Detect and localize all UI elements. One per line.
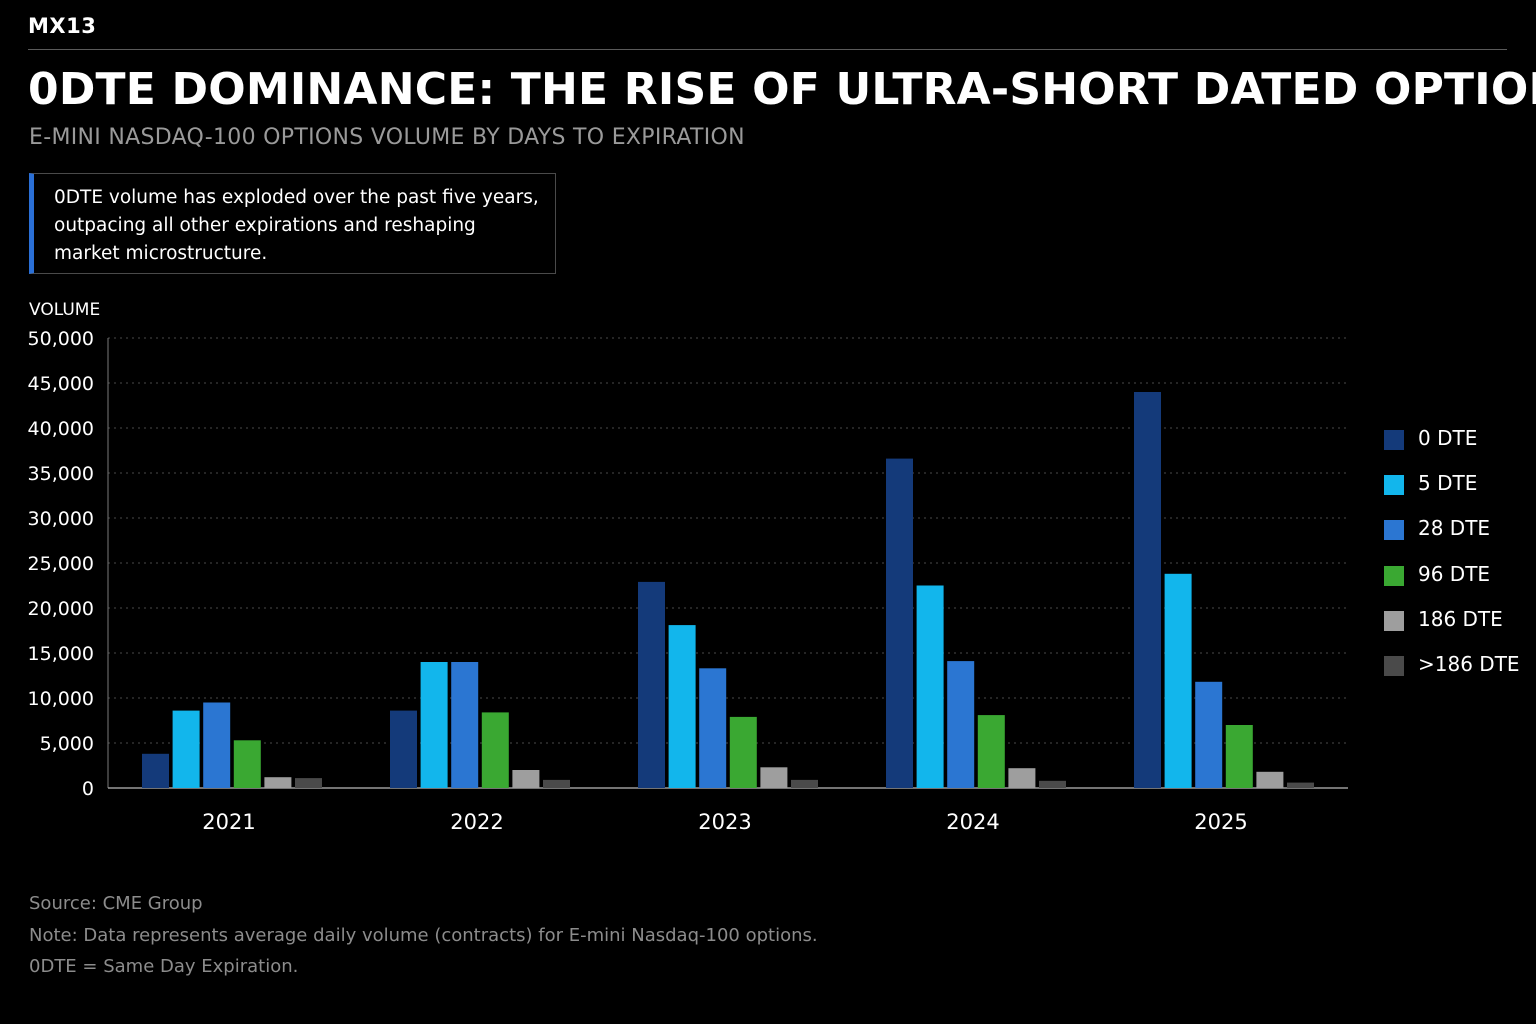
x-tick-label: 2022: [450, 810, 503, 834]
bar: [1225, 725, 1253, 788]
y-tick-label: 25,000: [28, 553, 94, 575]
y-tick-label: 10,000: [28, 688, 94, 710]
footer-definition: 0DTE = Same Day Expiration.: [29, 956, 299, 977]
bar: [1256, 771, 1284, 788]
insight-callout: 0DTE volume has exploded over the past f…: [29, 173, 556, 274]
bar: [451, 662, 479, 788]
bar: [512, 770, 540, 788]
chart-subtitle: E-MINI NASDAQ-100 OPTIONS VOLUME BY DAYS…: [29, 125, 745, 150]
legend-swatch: [1384, 610, 1404, 631]
bar: [668, 625, 696, 788]
legend-swatch: [1384, 475, 1404, 496]
legend-item: >186 DTE: [1384, 650, 1524, 680]
y-axis-title: VOLUME: [29, 300, 100, 320]
legend-label: 5 DTE: [1418, 471, 1478, 496]
bar: [543, 779, 570, 788]
x-tick-label: 2024: [946, 810, 999, 834]
y-tick-label: 0: [82, 778, 94, 800]
y-tick-label: 35,000: [28, 463, 94, 485]
legend-swatch: [1384, 520, 1404, 541]
bar: [977, 715, 1005, 788]
legend-item: 96 DTE: [1384, 560, 1524, 590]
x-tick-label: 2021: [202, 810, 255, 834]
legend-swatch: [1384, 656, 1404, 676]
bar: [172, 710, 200, 788]
bar: [1164, 573, 1192, 788]
x-tick-label: 2023: [698, 810, 751, 834]
y-tick-label: 45,000: [28, 373, 94, 395]
bar: [1039, 780, 1066, 788]
y-tick-label: 50,000: [28, 328, 94, 350]
bar: [638, 581, 665, 788]
bar: [916, 585, 944, 788]
bar: [233, 740, 261, 788]
bar: [699, 668, 727, 788]
legend-swatch: [1384, 430, 1404, 450]
legend-swatch: [1384, 565, 1404, 586]
bar: [420, 662, 448, 788]
bar: [1195, 681, 1223, 788]
bar: [1008, 768, 1036, 788]
bar: [1287, 782, 1314, 788]
bar: [481, 712, 509, 788]
bar: [142, 753, 169, 788]
legend-label: >186 DTE: [1418, 652, 1520, 676]
bar: [295, 778, 322, 788]
bar: [886, 458, 913, 788]
y-tick-label: 40,000: [28, 418, 94, 440]
bar: [947, 661, 975, 788]
legend-item: 186 DTE: [1384, 605, 1524, 635]
y-tick-label: 30,000: [28, 508, 94, 530]
legend-label: 0 DTE: [1418, 426, 1478, 450]
bar: [729, 716, 757, 788]
header-divider: [28, 49, 1507, 50]
footer-note: Note: Data represents average daily volu…: [29, 925, 818, 946]
bar: [264, 777, 292, 788]
bar: [1134, 392, 1161, 788]
brand-logo: MX13: [28, 14, 97, 38]
bar: [390, 710, 417, 788]
chart-title: 0DTE DOMINANCE: THE RISE OF ULTRA-SHORT …: [28, 64, 1536, 115]
bar: [760, 767, 788, 788]
y-tick-label: 5,000: [40, 733, 94, 755]
x-tick-label: 2025: [1194, 810, 1247, 834]
legend-item: 0 DTE: [1384, 424, 1524, 454]
legend-item: 5 DTE: [1384, 469, 1524, 499]
insight-callout-text: 0DTE volume has exploded over the past f…: [54, 187, 539, 264]
y-tick-label: 20,000: [28, 598, 94, 620]
y-tick-label: 15,000: [28, 643, 94, 665]
legend-label: 96 DTE: [1418, 561, 1491, 586]
legend-item: 28 DTE: [1384, 514, 1524, 544]
legend-label: 28 DTE: [1418, 516, 1491, 541]
bar: [791, 779, 818, 788]
legend-label: 186 DTE: [1418, 606, 1503, 631]
bar: [203, 702, 231, 788]
footer-source: Source: CME Group: [29, 893, 203, 914]
